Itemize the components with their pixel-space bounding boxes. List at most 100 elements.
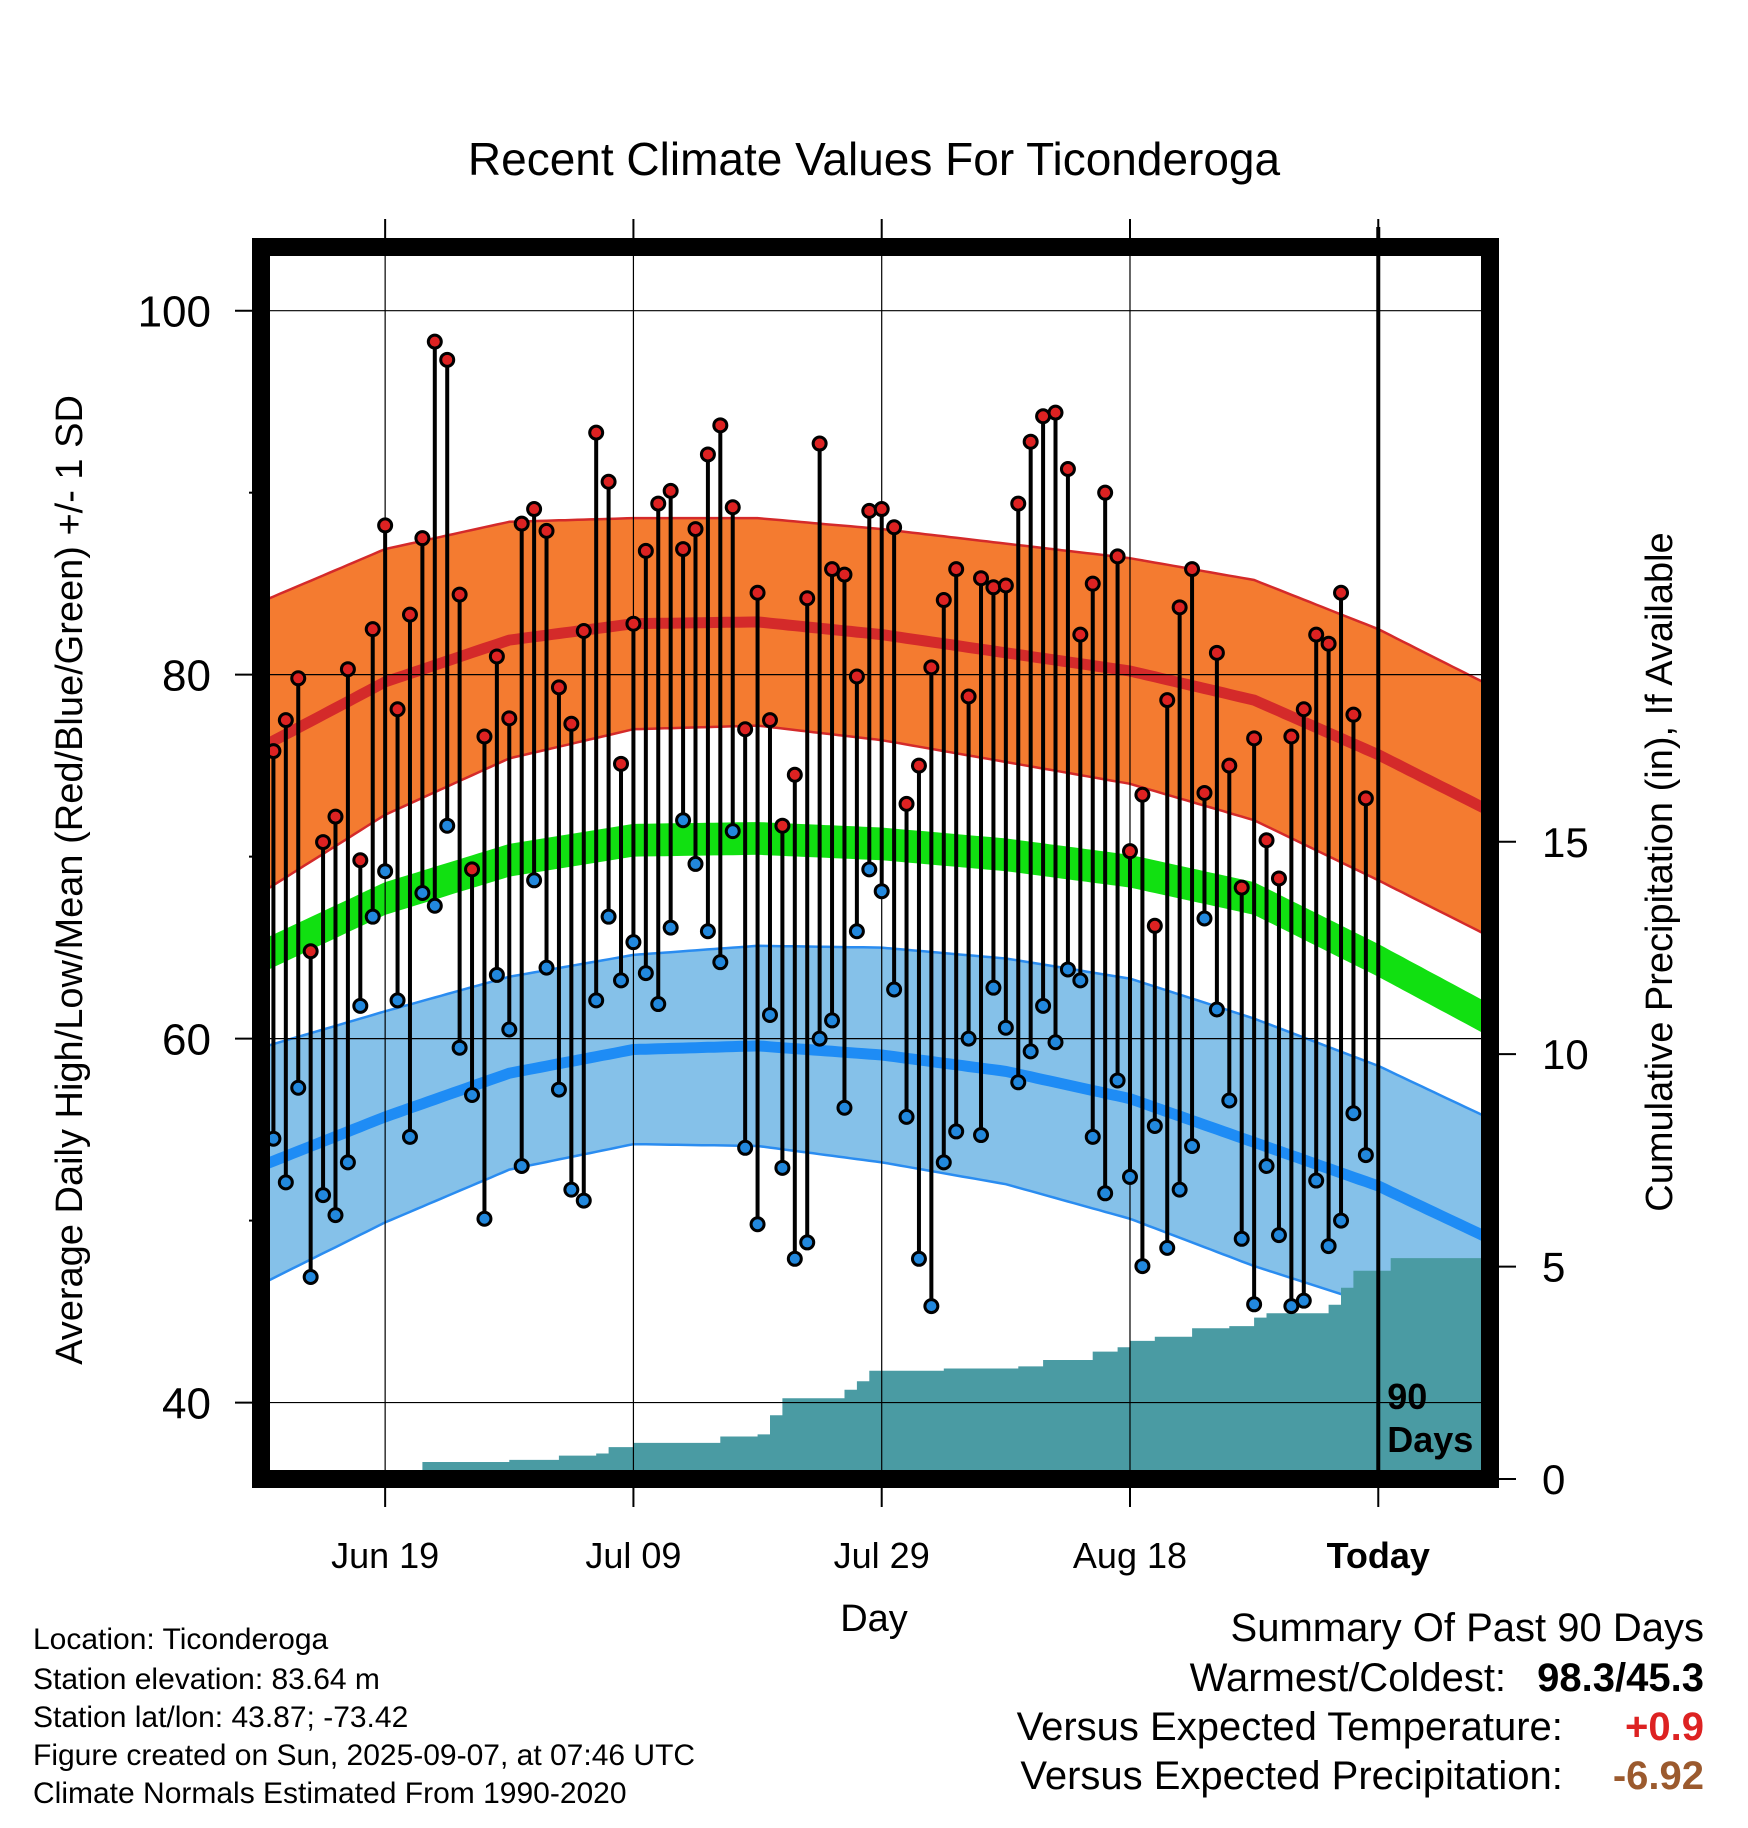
low-point xyxy=(1295,1292,1312,1309)
low-point xyxy=(575,1192,592,1209)
low-point xyxy=(414,885,431,902)
low-point xyxy=(302,1269,319,1286)
mean-normal-band xyxy=(261,822,1490,1037)
precip-value: -6.92 xyxy=(1612,1754,1704,1798)
high-point xyxy=(935,592,952,609)
low-point xyxy=(898,1108,915,1125)
high-point xyxy=(501,710,518,727)
low-point xyxy=(1059,961,1076,978)
high-point xyxy=(836,566,853,583)
high-point xyxy=(1109,548,1126,565)
low-point xyxy=(488,966,505,983)
high-point xyxy=(811,435,828,452)
high-point xyxy=(377,517,394,534)
high-point xyxy=(625,615,642,632)
plot-area: 40 60 80 100 0 5 10 15 Jun 19 Jul 09 Jul 29 Aug 18 T… xyxy=(138,219,1589,1576)
high-point xyxy=(923,659,940,676)
low-point xyxy=(389,992,406,1009)
low-point xyxy=(935,1154,952,1171)
low-point xyxy=(861,861,878,878)
high-point xyxy=(1270,870,1287,887)
high-point xyxy=(774,817,791,834)
high-point xyxy=(799,590,816,607)
high-normal-line xyxy=(261,616,1490,817)
low-point xyxy=(1308,1172,1325,1189)
high-point xyxy=(352,852,369,869)
high-point xyxy=(1134,786,1151,803)
high-point xyxy=(910,757,927,774)
low-point xyxy=(377,863,394,880)
low-point xyxy=(910,1250,927,1267)
low-point xyxy=(600,908,617,925)
low-point xyxy=(749,1216,766,1233)
low-point xyxy=(1072,972,1089,989)
low-point xyxy=(501,1021,518,1038)
high-point xyxy=(1047,404,1064,421)
high-point xyxy=(315,834,332,851)
high-point xyxy=(426,333,443,350)
high-point xyxy=(1258,832,1275,849)
high-point xyxy=(861,502,878,519)
low-point xyxy=(1333,1212,1350,1229)
high-point xyxy=(662,482,679,499)
low-normal-line xyxy=(261,1040,1490,1244)
high-point xyxy=(401,606,418,623)
low-point xyxy=(650,996,667,1013)
low-point xyxy=(1246,1296,1263,1313)
low-point xyxy=(675,812,692,829)
high-point xyxy=(1345,706,1362,723)
high-point xyxy=(650,495,667,512)
warm-cold-value: 98.3/45.3 xyxy=(1537,1656,1704,1700)
high-point xyxy=(1333,584,1350,601)
low-point xyxy=(662,919,679,936)
high-point xyxy=(1295,701,1312,718)
high-point xyxy=(675,541,692,558)
high-point xyxy=(1010,495,1027,512)
high-point xyxy=(451,586,468,603)
high-point xyxy=(1121,843,1138,860)
low-point xyxy=(426,897,443,914)
high-point xyxy=(1059,461,1076,478)
high-point xyxy=(786,766,803,783)
high-sd-upper-line xyxy=(261,516,1490,687)
high-point xyxy=(613,755,630,772)
y-tick-label: 100 xyxy=(138,288,211,337)
created-text: Figure created on Sun, 2025-09-07, at 07… xyxy=(33,1739,696,1772)
high-point xyxy=(1171,599,1188,616)
low-point xyxy=(1047,1034,1064,1051)
high-point xyxy=(1357,790,1374,807)
low-point xyxy=(1109,1072,1126,1089)
low-point xyxy=(1121,1168,1138,1185)
low-point xyxy=(824,1012,841,1029)
high-point xyxy=(948,561,965,578)
low-point xyxy=(550,1081,567,1098)
summary-precipitation: Versus Expected Precipitation: -6.92 xyxy=(1020,1754,1704,1799)
y-tick-label: 80 xyxy=(162,652,211,701)
high-point xyxy=(290,670,307,687)
high-point xyxy=(1072,626,1089,643)
high-point xyxy=(526,501,543,518)
low-point xyxy=(364,908,381,925)
high-point xyxy=(1184,561,1201,578)
low-point xyxy=(886,981,903,998)
x-tick-label: Jun 19 xyxy=(331,1535,439,1576)
low-point xyxy=(1258,1157,1275,1174)
high-point xyxy=(339,661,356,678)
y2-tick-label: 0 xyxy=(1542,1456,1565,1503)
high-point xyxy=(1159,692,1176,709)
y2-tick-label: 15 xyxy=(1542,819,1589,866)
high-sd-lower-line xyxy=(261,724,1490,938)
high-point xyxy=(538,522,555,539)
high-point xyxy=(327,808,344,825)
temp-label: Versus Expected Temperature: xyxy=(1016,1705,1563,1749)
high-point xyxy=(960,688,977,705)
high-point xyxy=(761,712,778,729)
low-point xyxy=(538,959,555,976)
low-point xyxy=(774,1159,791,1176)
low-point xyxy=(464,1087,481,1104)
low-sd-upper-line xyxy=(261,944,1490,1120)
low-point xyxy=(1208,1001,1225,1018)
low-sd-band xyxy=(261,945,1490,1359)
high-point xyxy=(464,861,481,878)
y-tick-label: 40 xyxy=(162,1380,211,1429)
